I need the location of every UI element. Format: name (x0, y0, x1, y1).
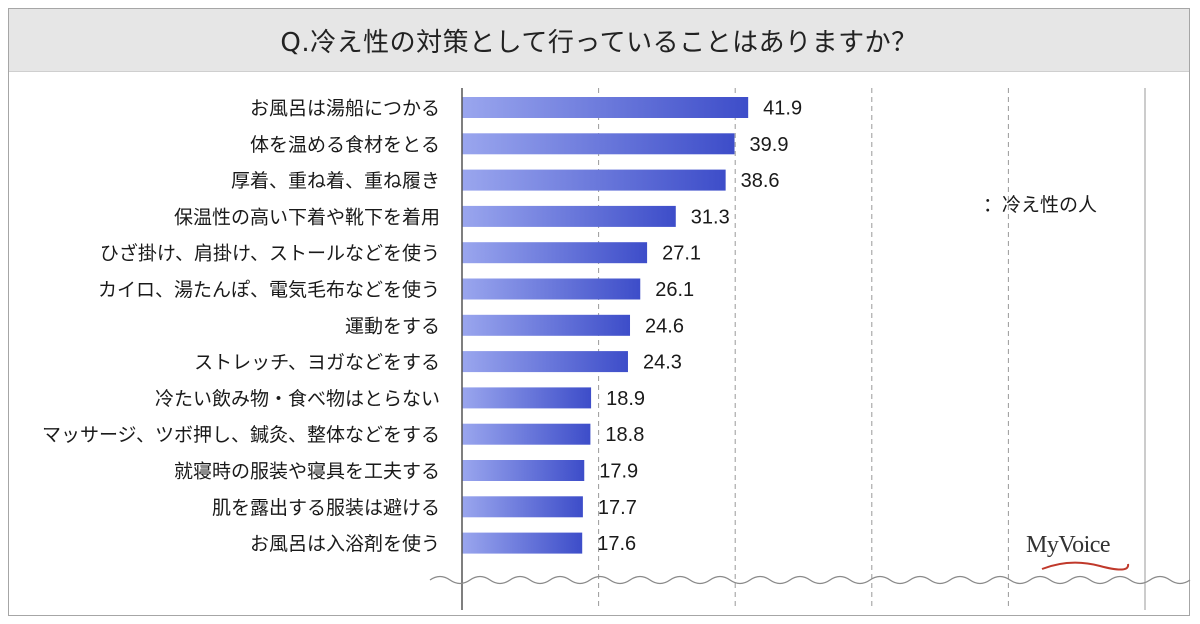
value-label: 24.3 (643, 352, 682, 374)
bar (462, 351, 628, 373)
chart-title: Q.冷え性の対策として行っていることはありますか？ (280, 27, 918, 58)
bar (462, 278, 641, 300)
value-label: 38.6 (741, 170, 780, 192)
myvoice-logo: MyVoice (1026, 532, 1111, 559)
category-label: ストレッチ、ヨガなどをする (194, 352, 440, 374)
category-label: 肌を露出する服装は避ける (212, 497, 440, 519)
category-label: 冷たい飲み物・食べ物はとらない (155, 388, 440, 410)
category-label: 保温性の高い下着や靴下を着用 (174, 206, 440, 228)
logo-text: MyVoice (1026, 532, 1111, 558)
bar (462, 460, 585, 481)
category-label: マッサージ、ツボ押し、鍼灸、整体などをする (42, 424, 440, 446)
value-label: 17.7 (598, 497, 637, 519)
value-label: 17.9 (599, 461, 638, 483)
value-label: 39.9 (750, 134, 789, 156)
value-label: 27.1 (662, 243, 701, 265)
bar (462, 242, 648, 264)
category-labels: お風呂は湯船につかる体を温める食材をとる厚着、重ね着、重ね履き保温性の高い下着や… (42, 98, 440, 556)
category-label: ひざ掛け、肩掛け、ストールなどを使う (100, 242, 440, 265)
logo-swoosh-icon (1041, 561, 1130, 571)
bar (462, 496, 583, 518)
value-label: 26.1 (655, 279, 694, 301)
bar (462, 314, 631, 336)
bar (462, 387, 592, 409)
value-label: 18.8 (605, 424, 644, 446)
bar (462, 169, 726, 191)
bar (462, 532, 583, 554)
value-label: 31.3 (691, 206, 730, 228)
category-label: 体を温める食材をとる (250, 134, 440, 156)
category-label: 運動をする (345, 315, 440, 337)
axis-break-wave (429, 575, 1191, 585)
value-label: 24.6 (645, 315, 684, 337)
value-label: 17.6 (597, 533, 636, 555)
bars (462, 97, 749, 554)
legend: ：冷え性の人 (983, 190, 1097, 217)
category-label: お風呂は湯船につかる (250, 98, 440, 120)
category-label: お風呂は入浴剤を使う (250, 533, 440, 555)
value-label: 18.9 (606, 388, 645, 410)
category-label: カイロ、湯たんぽ、電気毛布などを使う (98, 279, 440, 301)
bar (462, 133, 735, 155)
legend-label: ：冷え性の人 (983, 194, 1098, 216)
category-label: 就寝時の服装や寝具を工夫する (174, 461, 440, 483)
bar (462, 205, 676, 227)
value-labels: 41.9 39.9 38.6 31.3 27.1 26.1 24.6 24.3 18.9 18.8… (597, 98, 802, 556)
title-bar: Q.冷え性の対策として行っていることはありますか？ (9, 9, 1189, 72)
gridlines (598, 88, 1146, 610)
bar (462, 423, 591, 445)
value-label: 41.9 (763, 98, 802, 120)
category-label: 厚着、重ね着、重ね履き (231, 170, 440, 192)
bar (462, 97, 749, 118)
